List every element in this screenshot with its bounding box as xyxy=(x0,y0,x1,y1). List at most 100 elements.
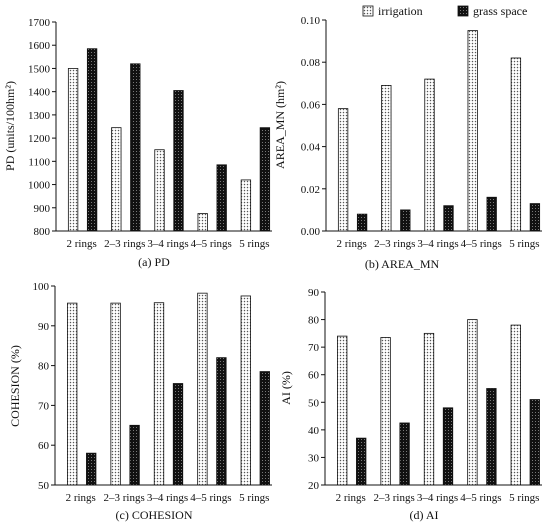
y-tick-label: 1000 xyxy=(28,180,51,192)
x-tick-label: 2–3 rings xyxy=(373,492,414,504)
y-tick-label: 0.06 xyxy=(301,99,321,111)
bar-irrigation-2-3-rings xyxy=(110,302,121,486)
y-tick-label: 70 xyxy=(308,342,320,354)
y-tick-label: 1200 xyxy=(28,133,51,145)
x-tick-label: 4–5 rings xyxy=(461,238,502,250)
y-tick-label: 90 xyxy=(38,321,50,333)
bar-irrigation-2-3-rings xyxy=(380,337,391,486)
y-tick-label: 1700 xyxy=(28,17,51,29)
x-tick-label: 5 rings xyxy=(509,492,539,504)
y-axis-label: AI (%) xyxy=(279,371,293,405)
bar-grass-space-3-4-rings xyxy=(443,205,454,232)
bar-irrigation-2-rings xyxy=(337,108,349,232)
chart-caption: (b) AREA_MN xyxy=(365,257,440,271)
bar-irrigation-3-4-rings xyxy=(154,149,165,232)
legend: irrigation grass space xyxy=(362,4,527,18)
legend-grass-label: grass space xyxy=(473,4,527,18)
x-tick-label: 3–4 rings xyxy=(417,238,458,250)
y-axis-label: PD (units/100hm²) xyxy=(3,81,17,171)
y-tick-label: 1400 xyxy=(28,87,51,99)
x-tick-label: 3–4 rings xyxy=(147,492,188,504)
bar-grass-space-5-rings xyxy=(529,203,541,232)
bar-grass-space-5-rings xyxy=(259,371,270,486)
legend-irrigation-label: irrigation xyxy=(378,4,423,18)
x-tick-label: 2 rings xyxy=(336,238,366,250)
y-tick-label: 1300 xyxy=(28,110,51,122)
legend-irrigation-swatch xyxy=(362,5,374,17)
chart-caption: (c) COHESION xyxy=(116,508,193,522)
bar-grass-space-2-3-rings xyxy=(129,424,140,486)
bar-irrigation-2-rings xyxy=(337,335,348,486)
bar-irrigation-4-5-rings xyxy=(467,319,478,486)
bar-grass-space-2-3-rings xyxy=(130,63,141,232)
y-tick-label: 1500 xyxy=(28,63,51,75)
y-tick-label: 0.00 xyxy=(301,226,321,238)
bar-irrigation-4-5-rings xyxy=(467,30,478,232)
y-tick-label: 80 xyxy=(308,315,320,327)
x-tick-label: 4–5 rings xyxy=(460,492,501,504)
bar-irrigation-3-4-rings xyxy=(424,78,435,232)
bar-grass-space-3-4-rings xyxy=(172,383,184,486)
bar-grass-space-4-5-rings xyxy=(486,196,497,232)
bar-irrigation-4-5-rings xyxy=(197,213,208,232)
x-tick-label: 5 rings xyxy=(239,238,269,250)
y-tick-label: 0.10 xyxy=(301,15,321,27)
bar-irrigation-2-rings xyxy=(67,68,79,232)
x-tick-label: 4–5 rings xyxy=(191,238,232,250)
chart-caption: (d) AI xyxy=(410,508,439,522)
y-tick-label: 60 xyxy=(308,370,320,382)
y-tick-label: 30 xyxy=(308,452,320,464)
y-tick-label: 50 xyxy=(308,397,320,409)
y-tick-label: 50 xyxy=(38,480,50,492)
y-tick-label: 100 xyxy=(33,281,50,293)
bar-grass-space-3-4-rings xyxy=(442,407,454,486)
y-tick-label: 800 xyxy=(34,226,51,238)
bar-irrigation-5-rings xyxy=(240,295,251,486)
bar-grass-space-4-5-rings xyxy=(486,388,497,486)
x-tick-label: 2 rings xyxy=(66,238,96,250)
y-tick-label: 1600 xyxy=(28,40,51,52)
y-tick-label: 0.08 xyxy=(301,57,321,69)
bar-grass-space-2-rings xyxy=(86,452,97,486)
bar-grass-space-3-4-rings xyxy=(173,90,184,232)
bar-grass-space-5-rings xyxy=(259,127,271,232)
legend-grass-swatch xyxy=(457,5,469,17)
bar-grass-space-2-rings xyxy=(356,213,368,232)
bar-irrigation-4-5-rings xyxy=(197,292,208,486)
chart-panel-area-mn: 0.00 0.02 0.04 0.06 0.08 0.10 2 rings 2–3 rings… xyxy=(273,15,542,271)
bar-irrigation-5-rings xyxy=(240,179,252,232)
x-tick-label: 3–4 rings xyxy=(147,238,188,250)
bar-irrigation-2-3-rings xyxy=(111,127,122,232)
y-tick-label: 0.04 xyxy=(301,142,321,154)
bar-irrigation-3-4-rings xyxy=(153,302,165,486)
y-tick-label: 20 xyxy=(308,480,320,492)
x-tick-label: 2–3 rings xyxy=(104,238,145,250)
x-tick-label: 3–4 rings xyxy=(417,492,458,504)
bar-irrigation-3-4-rings xyxy=(423,332,435,486)
y-tick-label: 90 xyxy=(308,287,320,299)
y-tick-label: 1100 xyxy=(28,156,50,168)
y-axis-label: COHESION (%) xyxy=(8,345,22,427)
x-tick-label: 2 rings xyxy=(336,492,366,504)
chart-panel-ai: 20 30 40 50 60 70 80 90 2 rings 2–3 rings 3–4 ring… xyxy=(279,287,542,522)
y-tick-label: 80 xyxy=(38,361,50,373)
y-tick-label: 40 xyxy=(308,425,320,437)
x-tick-label: 2–3 rings xyxy=(103,492,144,504)
chart-panel-pd: 800 900 1000 1100 1200 1300 1400 1500 1600 1700 2 … xyxy=(3,17,272,269)
bar-grass-space-2-3-rings xyxy=(399,422,410,486)
x-tick-label: 5 rings xyxy=(239,492,269,504)
bar-grass-space-2-rings xyxy=(86,48,98,232)
bar-grass-space-2-rings xyxy=(356,437,367,486)
x-tick-label: 2–3 rings xyxy=(374,238,415,250)
bar-irrigation-5-rings xyxy=(510,57,522,232)
x-tick-label: 4–5 rings xyxy=(190,492,231,504)
bar-grass-space-2-3-rings xyxy=(400,209,411,232)
y-tick-label: 900 xyxy=(34,203,51,215)
chart-caption: (a) PD xyxy=(138,255,170,269)
y-tick-label: 60 xyxy=(38,440,50,452)
bar-grass-space-5-rings xyxy=(529,399,540,486)
bar-irrigation-2-3-rings xyxy=(381,85,392,232)
y-tick-label: 70 xyxy=(38,400,50,412)
y-tick-label: 0.02 xyxy=(301,184,320,196)
